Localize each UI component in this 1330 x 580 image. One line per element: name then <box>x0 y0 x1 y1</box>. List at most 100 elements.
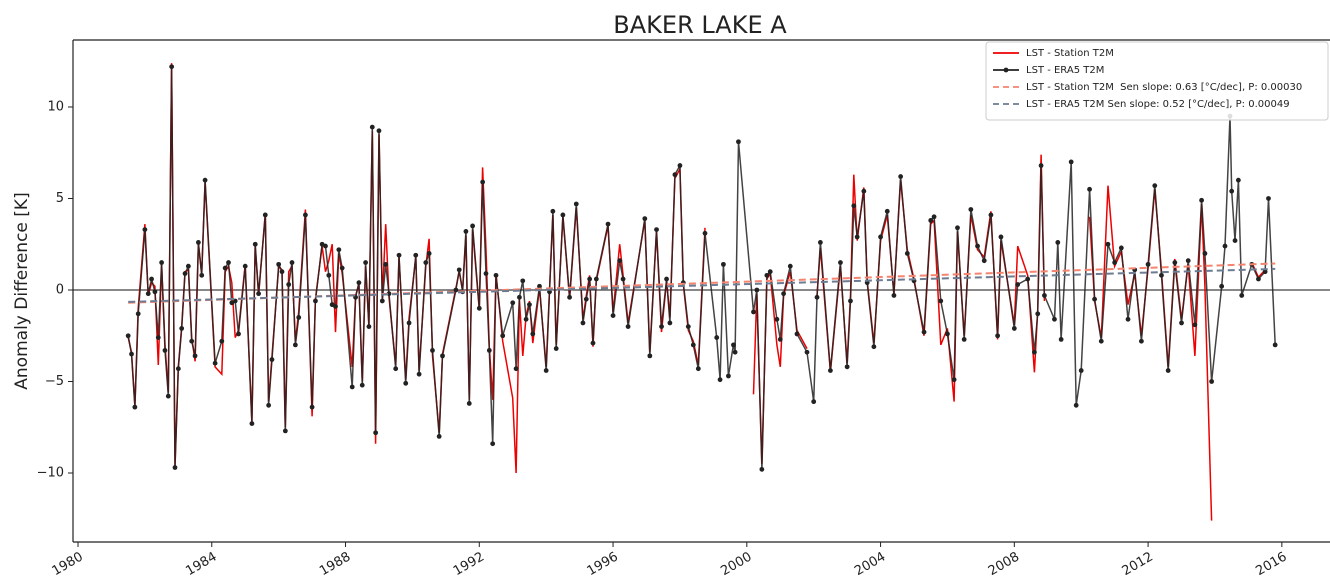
series-point <box>363 260 368 265</box>
series-point <box>1239 293 1245 298</box>
series-point <box>1192 322 1198 328</box>
series-point <box>617 258 623 264</box>
series-point <box>731 342 736 348</box>
series-point <box>1235 177 1241 183</box>
x-tick-label: 1988 <box>317 550 353 580</box>
series-point <box>605 221 611 227</box>
series-point <box>878 234 883 240</box>
series-point <box>721 261 726 267</box>
series-point <box>202 177 208 183</box>
series-point <box>359 382 365 388</box>
series-point <box>951 377 957 383</box>
y-tick-label: −5 <box>45 374 64 389</box>
series-point <box>152 289 158 295</box>
y-axis-label: Anomaly Difference [K] <box>12 192 32 389</box>
series-point <box>483 271 489 276</box>
series-point <box>891 293 897 298</box>
series-point <box>185 263 191 269</box>
series-point <box>921 329 927 335</box>
series-point <box>854 234 860 240</box>
series-point <box>767 269 773 275</box>
series-point <box>339 265 345 271</box>
series-point <box>754 287 760 293</box>
series-point <box>590 340 596 346</box>
series-point <box>945 331 950 337</box>
series-point <box>396 252 402 258</box>
series-point <box>149 276 154 282</box>
series-point <box>1078 368 1084 373</box>
series-point <box>162 347 168 353</box>
series-point <box>955 225 960 231</box>
series-point <box>436 434 442 439</box>
series-point <box>165 393 171 399</box>
series-point <box>349 384 355 390</box>
x-tick-label: 2008 <box>986 550 1022 580</box>
series-point <box>1118 245 1124 251</box>
series-point <box>667 320 673 326</box>
series-point <box>1262 269 1268 275</box>
series-point <box>145 291 151 297</box>
series-point <box>537 283 542 289</box>
series-point <box>848 298 853 304</box>
series-point <box>212 360 218 366</box>
series-point <box>256 291 261 297</box>
series-point <box>677 163 683 168</box>
series-point <box>373 430 379 436</box>
series-point <box>262 212 268 218</box>
series-point <box>1042 293 1047 298</box>
series-point <box>269 357 275 362</box>
series-point <box>610 313 616 319</box>
series-point <box>550 208 556 214</box>
series-point <box>523 316 529 322</box>
series-point <box>369 124 375 130</box>
series-point <box>695 366 701 372</box>
series-point <box>654 227 659 232</box>
series-point <box>968 207 974 212</box>
series-point <box>423 260 429 265</box>
y-tick-label: 0 <box>56 282 64 297</box>
legend-label: LST - ERA5 T2M <box>1026 65 1104 76</box>
series-point <box>406 320 412 326</box>
series-point <box>1185 258 1191 264</box>
series-point <box>430 347 435 353</box>
series-point <box>1145 261 1151 267</box>
series-point <box>179 326 185 331</box>
series-point <box>1152 183 1158 189</box>
series-point <box>583 296 589 302</box>
series-point <box>1058 337 1064 342</box>
series-point <box>1031 349 1037 355</box>
series-point <box>787 263 793 269</box>
series-point <box>732 349 738 355</box>
series-point <box>416 371 422 377</box>
series-point <box>249 421 255 426</box>
series-point <box>553 346 559 351</box>
series-point <box>1035 311 1041 317</box>
series-point <box>1092 296 1097 302</box>
series-point <box>1068 159 1074 165</box>
series-point <box>838 260 843 265</box>
series-point <box>1112 260 1118 265</box>
series-point <box>192 353 198 359</box>
series-point <box>333 304 338 309</box>
series-point <box>195 240 201 245</box>
series-point <box>393 366 399 372</box>
series-point <box>242 263 248 269</box>
x-tick-label: 1984 <box>183 550 219 580</box>
chart-title: BAKER LAKE A <box>613 11 787 39</box>
series-point <box>480 179 486 185</box>
series-line <box>127 63 1266 521</box>
y-tick-label: 10 <box>47 99 64 114</box>
series-point <box>938 298 944 304</box>
series-point <box>510 300 516 306</box>
series-point <box>904 250 910 256</box>
series-point <box>463 229 469 234</box>
series-point <box>266 402 272 408</box>
series-point <box>486 347 492 353</box>
series-point <box>1052 316 1057 322</box>
x-tick-label: 1980 <box>50 550 86 580</box>
series-point <box>155 335 161 340</box>
series-point <box>222 265 228 271</box>
series-point <box>309 404 315 410</box>
series-point <box>625 324 631 329</box>
